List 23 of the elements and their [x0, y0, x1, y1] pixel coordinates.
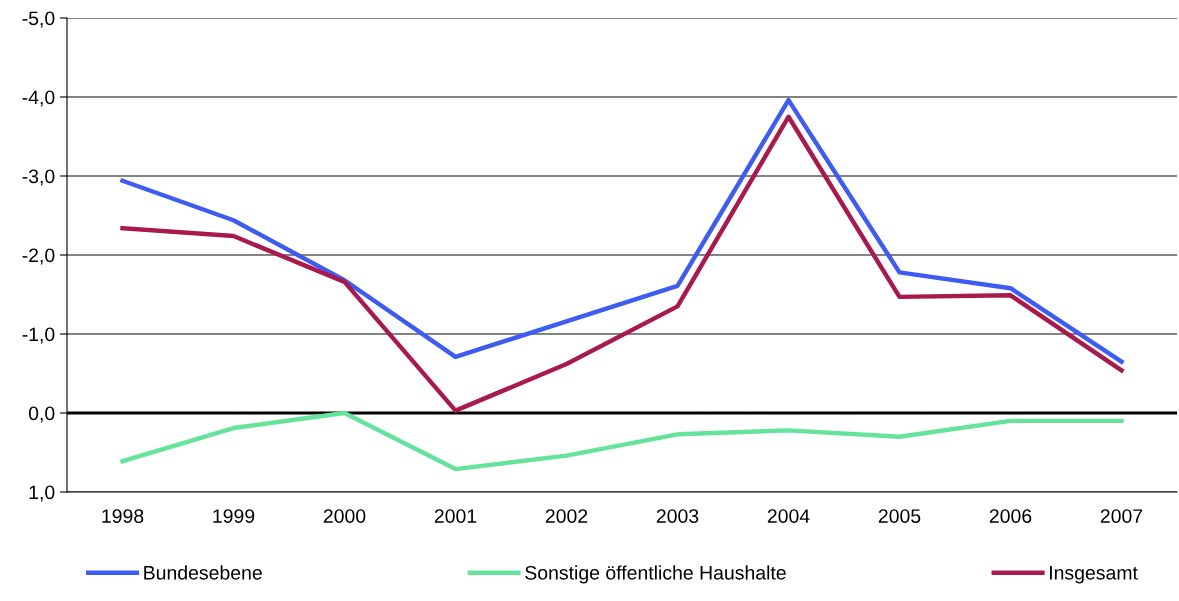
line-series [120, 114, 1124, 413]
x-tick-label: 2001 [434, 509, 477, 523]
line-series [120, 97, 1124, 364]
y-tick-label: -2,0 [22, 248, 55, 265]
x-tick-label: 1998 [102, 509, 144, 523]
legend-label: Sonstige öffentliche Haushalte [525, 565, 786, 584]
y-tick-label: 0,0 [28, 406, 55, 423]
line-series [120, 410, 1124, 472]
x-tick-label: 2003 [656, 509, 699, 523]
x-tick-label: 2007 [1100, 509, 1143, 523]
x-tick-label: 1999 [213, 509, 255, 523]
y-tick-label: -1,0 [22, 327, 55, 344]
y-tick-label: -5,0 [22, 11, 55, 28]
y-tick-label: -3,0 [22, 169, 55, 186]
x-tick-label: 2006 [989, 509, 1032, 523]
x-tick-label: 2004 [767, 509, 810, 523]
legend-label: Insgesamt [1050, 566, 1138, 584]
y-tick-label: 1,0 [29, 485, 55, 502]
y-tick-label: -4,0 [22, 90, 55, 107]
legend-label: Bundesebene [144, 565, 262, 580]
x-tick-label: 2002 [545, 509, 588, 523]
x-tick-label: 2000 [323, 509, 366, 523]
x-tick-label: 2005 [878, 509, 921, 523]
